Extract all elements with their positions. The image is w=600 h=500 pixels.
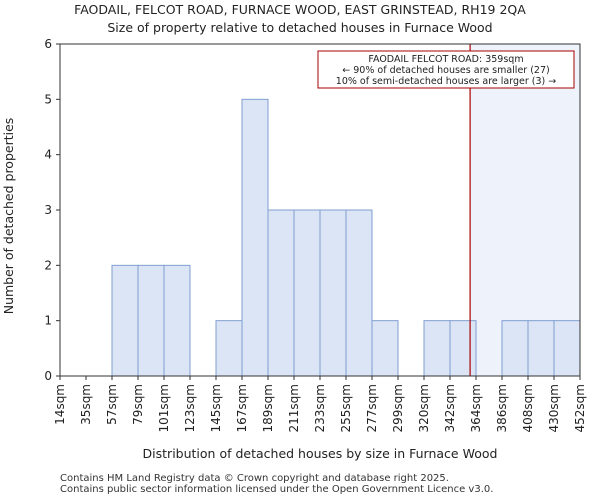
footer-licence: Contains public sector information licen… (60, 484, 494, 495)
footer-copyright: Contains HM Land Registry data © Crown c… (60, 473, 449, 484)
x-tick-label-386sqm: 386sqm (495, 384, 509, 432)
x-tick-label-101sqm: 101sqm (157, 384, 171, 432)
bar-211sqm (293, 209, 321, 377)
x-tick-label-342sqm: 342sqm (443, 384, 457, 432)
x-tick-label-452sqm: 452sqm (573, 384, 587, 432)
annotation-line-1: FAODAIL FELCOT ROAD: 359sqm (368, 54, 523, 65)
y-tick-label-1: 1 (44, 314, 52, 328)
bar-320sqm (423, 320, 451, 377)
bar-342sqm (449, 320, 477, 377)
x-tick-label-189sqm: 189sqm (261, 384, 275, 432)
bar-101sqm (163, 264, 191, 377)
annotation-box (317, 50, 575, 89)
x-tick-label-211sqm: 211sqm (287, 384, 301, 432)
x-tick-label-430sqm: 430sqm (547, 384, 561, 432)
bar-430sqm (553, 320, 581, 377)
x-tick-label-14sqm: 14sqm (53, 384, 67, 425)
annotation-line-3: 10% of semi-detached houses are larger (… (336, 76, 556, 87)
y-tick-label-2: 2 (44, 258, 52, 272)
bar-145sqm (215, 320, 243, 377)
x-tick-label-364sqm: 364sqm (469, 384, 483, 432)
x-tick-label-79sqm: 79sqm (131, 384, 145, 425)
y-tick-label-4: 4 (44, 148, 52, 162)
bar-57sqm (111, 264, 139, 377)
x-tick-label-255sqm: 255sqm (339, 384, 353, 432)
bar-233sqm (319, 209, 347, 377)
bar-386sqm (501, 320, 529, 377)
x-tick-label-277sqm: 277sqm (365, 384, 379, 432)
chart-subtitle: Size of property relative to detached ho… (107, 20, 493, 35)
y-axis-label: Number of detached properties (1, 118, 16, 315)
y-tick-label-6: 6 (44, 37, 52, 51)
chart-title: FAODAIL, FELCOT ROAD, FURNACE WOOD, EAST… (74, 2, 526, 17)
x-axis-label: Distribution of detached houses by size … (143, 446, 498, 461)
y-tick-label-3: 3 (44, 203, 52, 217)
x-tick-label-35sqm: 35sqm (79, 384, 93, 425)
x-tick-label-167sqm: 167sqm (235, 384, 249, 432)
bar-79sqm (137, 264, 165, 377)
x-tick-label-145sqm: 145sqm (209, 384, 223, 432)
y-tick-label-5: 5 (44, 92, 52, 106)
bar-255sqm (345, 209, 373, 377)
bar-277sqm (371, 320, 399, 377)
bar-408sqm (527, 320, 555, 377)
annotation-line-2: ← 90% of detached houses are smaller (27… (342, 65, 549, 76)
x-tick-label-408sqm: 408sqm (521, 384, 535, 432)
x-tick-label-233sqm: 233sqm (313, 384, 327, 432)
x-tick-label-320sqm: 320sqm (417, 384, 431, 432)
x-tick-label-123sqm: 123sqm (183, 384, 197, 432)
bar-189sqm (267, 209, 295, 377)
bar-167sqm (241, 98, 269, 377)
x-tick-label-299sqm: 299sqm (391, 384, 405, 432)
x-tick-label-57sqm: 57sqm (105, 384, 119, 425)
y-tick-label-0: 0 (44, 369, 52, 383)
